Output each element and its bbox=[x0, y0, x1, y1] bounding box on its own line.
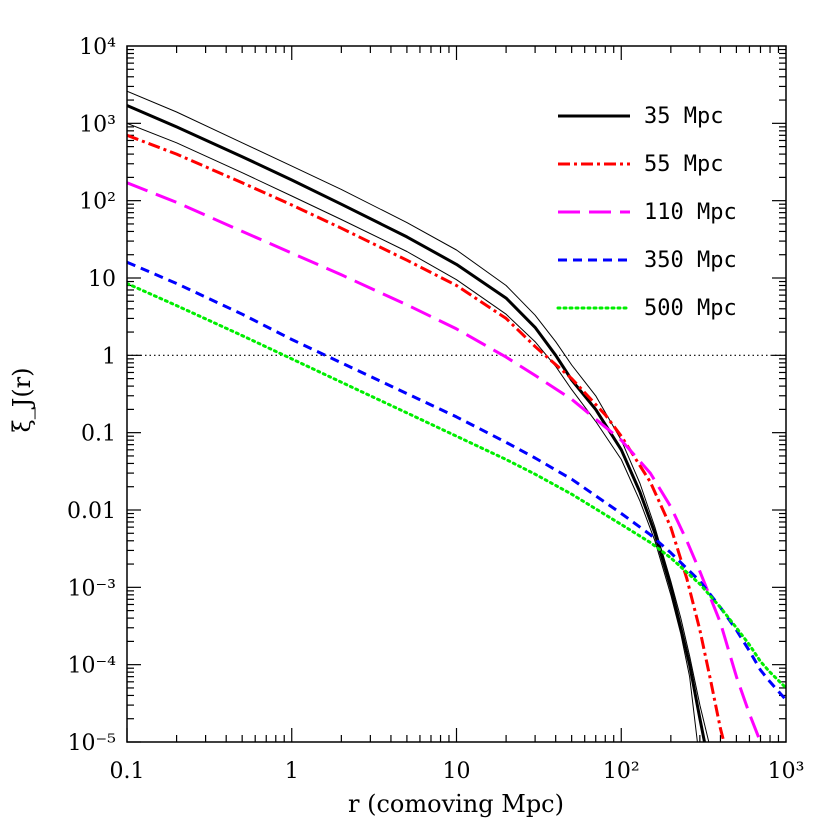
y-axis-title: ξ_J(r) bbox=[8, 367, 36, 432]
plot-frame bbox=[126, 45, 787, 743]
y-axis-title-group: ξ_J(r) bbox=[8, 367, 36, 432]
x-tick-label: 10² bbox=[603, 759, 640, 784]
y-tick-label: 1 bbox=[102, 344, 116, 369]
legend-label: 500 Mpc bbox=[644, 296, 737, 321]
legend-label: 55 Mpc bbox=[644, 152, 723, 177]
y-tick-label: 10⁻³ bbox=[68, 576, 116, 601]
x-tick-label: 10³ bbox=[768, 759, 805, 784]
legend-label: 35 Mpc bbox=[644, 104, 723, 129]
x-tick-label: 0.1 bbox=[110, 759, 145, 784]
series-line-1 bbox=[127, 90, 710, 742]
y-tick-label: 10² bbox=[79, 190, 116, 215]
series-line-3 bbox=[127, 133, 726, 742]
legend: 35 Mpc 55 Mpc 110 Mpc 350 Mpc 500 Mpc bbox=[556, 104, 737, 321]
tick-labels-layer: 0.1 1 10 10² 10³ 10⁻⁵ 10⁻⁴ 10⁻³ 0.01 0.1 1 10 10² 10³… bbox=[67, 35, 804, 784]
legend-label: 350 Mpc bbox=[644, 248, 737, 273]
legend-label: 110 Mpc bbox=[644, 200, 737, 225]
series-line-0 bbox=[127, 104, 706, 742]
y-tick-label: 10³ bbox=[79, 112, 116, 137]
y-tick-label: 10⁻⁵ bbox=[68, 731, 116, 756]
y-tick-label: 10 bbox=[88, 267, 116, 292]
series-layer bbox=[127, 90, 786, 742]
y-tick-label: 0.01 bbox=[67, 499, 116, 524]
y-tick-label: 10⁻⁴ bbox=[68, 654, 117, 679]
x-tick-label: 1 bbox=[285, 759, 299, 784]
series-line-6 bbox=[127, 282, 786, 690]
x-axis-title: r (comoving Mpc) bbox=[348, 790, 564, 818]
y-tick-label: 0.1 bbox=[81, 422, 116, 447]
ticks-layer bbox=[126, 46, 786, 743]
series-line-5 bbox=[127, 260, 786, 701]
y-tick-label: 10⁴ bbox=[79, 35, 116, 60]
x-tick-label: 10 bbox=[443, 759, 471, 784]
